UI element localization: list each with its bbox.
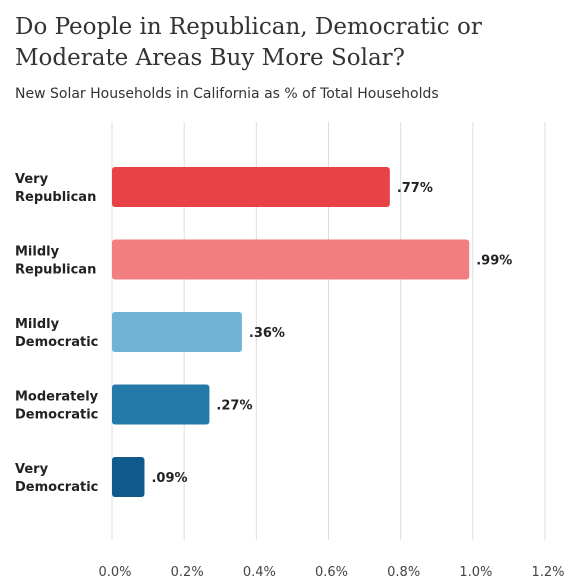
category-label-line: Very xyxy=(15,462,49,477)
category-label: Moderately Democratic xyxy=(15,390,99,423)
bar-value-label: .27% xyxy=(216,399,252,414)
x-tick-label: 0.4% xyxy=(243,565,276,580)
category-label-line: Mildly xyxy=(15,317,60,332)
chart-subtitle: New Solar Households in California as % … xyxy=(15,86,439,102)
x-tick-label: 0.8% xyxy=(387,565,420,580)
category-label: Very Republican xyxy=(15,172,96,205)
bar-value-label: .36% xyxy=(249,326,285,341)
category-labels: Very Republican Mildly Republican Mildly Demo… xyxy=(15,172,99,495)
value-labels: .77% .99% .36% .27% .09% xyxy=(151,181,512,486)
category-label-line: Democratic xyxy=(15,408,98,423)
x-tick-label: 0.6% xyxy=(315,565,348,580)
category-label-line: Democratic xyxy=(15,480,98,495)
x-tick-label: 1.2% xyxy=(531,565,564,580)
bar xyxy=(112,167,390,207)
bars xyxy=(112,167,470,497)
category-label: Very Democratic xyxy=(15,462,98,495)
bar-value-label: .09% xyxy=(151,471,187,486)
bar xyxy=(112,312,242,352)
bar xyxy=(112,384,210,425)
bar xyxy=(112,457,145,497)
category-label-line: Republican xyxy=(15,190,96,205)
category-label-line: Mildly xyxy=(15,245,60,260)
category-label: Mildly Democratic xyxy=(15,317,98,350)
bar-value-label: .99% xyxy=(476,254,512,269)
category-label-line: Democratic xyxy=(15,335,98,350)
category-label: Mildly Republican xyxy=(15,245,96,278)
category-label-line: Very xyxy=(15,172,49,187)
x-tick-label: 0.2% xyxy=(171,565,204,580)
bar xyxy=(112,239,470,280)
bar-value-label: .77% xyxy=(397,181,433,196)
category-label-line: Moderately xyxy=(15,390,99,405)
chart-title: Do People in Republican, Democratic or M… xyxy=(15,14,482,71)
x-axis-ticks: 0.0% 0.2% 0.4% 0.6% 0.8% 1.0% 1.2% xyxy=(98,565,564,580)
x-tick-label: 0.0% xyxy=(98,565,131,580)
x-tick-label: 1.0% xyxy=(459,565,492,580)
category-label-line: Republican xyxy=(15,263,96,278)
